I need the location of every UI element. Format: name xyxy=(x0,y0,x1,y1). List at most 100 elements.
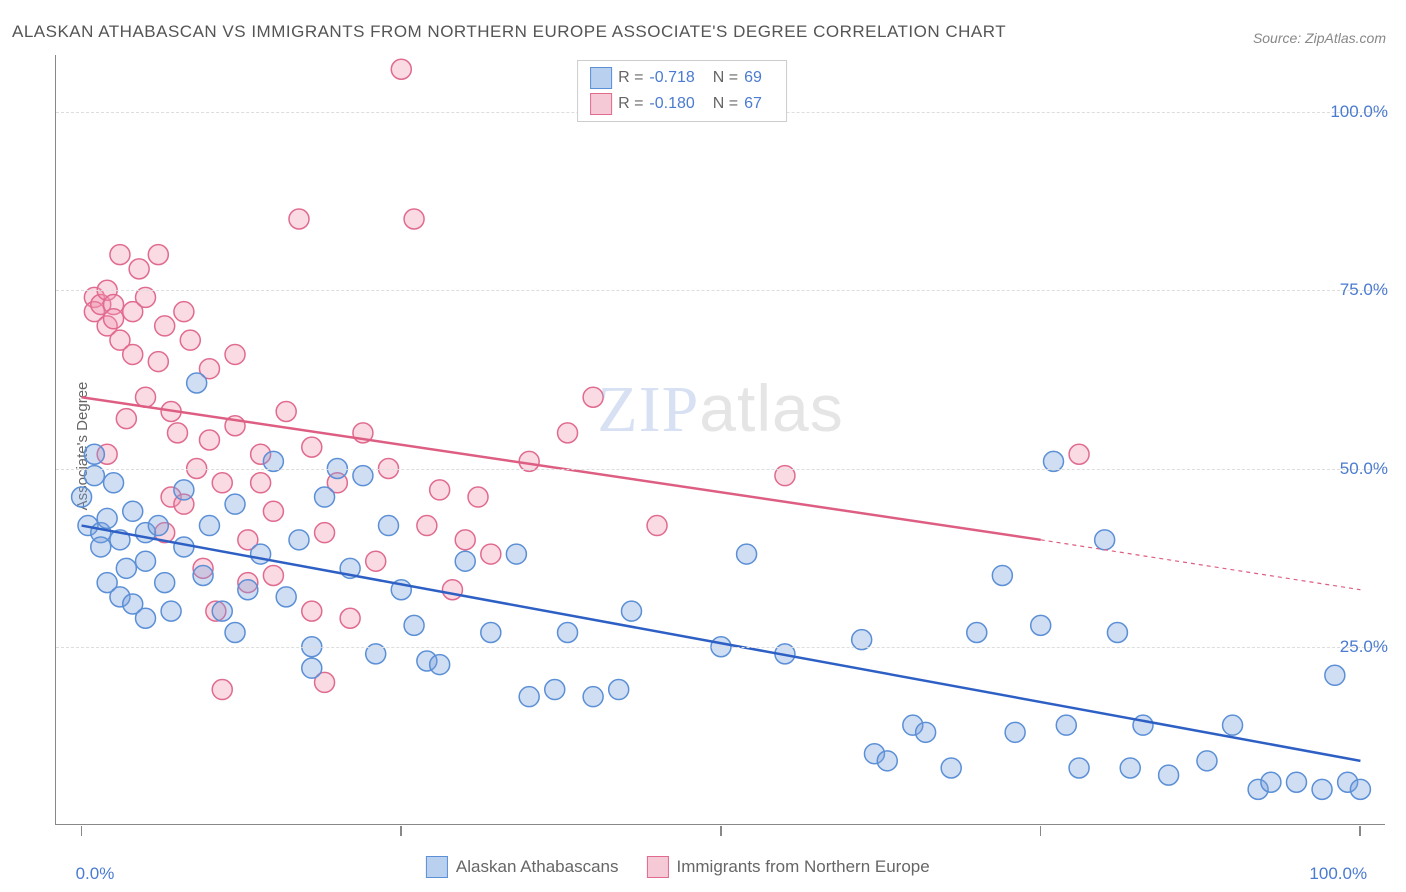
scatter-point xyxy=(417,516,437,536)
scatter-point xyxy=(1133,715,1153,735)
x-tick-mark xyxy=(1040,826,1042,836)
scatter-point xyxy=(148,516,168,536)
scatter-point xyxy=(404,209,424,229)
x-tick-label: 100.0% xyxy=(1309,864,1367,884)
scatter-point xyxy=(430,480,450,500)
legend-series-item: Immigrants from Northern Europe xyxy=(646,856,929,878)
scatter-point xyxy=(366,551,386,571)
scatter-point xyxy=(174,537,194,557)
scatter-point xyxy=(212,680,232,700)
scatter-point xyxy=(97,508,117,528)
legend-swatch-icon xyxy=(646,856,668,878)
scatter-point xyxy=(315,487,335,507)
scatter-point xyxy=(379,516,399,536)
y-tick-label: 100.0% xyxy=(1330,102,1388,122)
stat-r-label: R = xyxy=(618,95,643,113)
scatter-point xyxy=(992,565,1012,585)
scatter-point xyxy=(289,530,309,550)
scatter-point xyxy=(289,209,309,229)
scatter-point xyxy=(263,565,283,585)
legend-swatch-icon xyxy=(590,93,612,115)
scatter-point xyxy=(1223,715,1243,735)
stat-n-value: 67 xyxy=(744,95,762,113)
scatter-point xyxy=(129,259,149,279)
stat-r-label: R = xyxy=(618,69,643,87)
scatter-point xyxy=(225,494,245,514)
stat-n-value: 69 xyxy=(744,69,762,87)
legend-series-label: Alaskan Athabascans xyxy=(456,857,619,877)
scatter-point xyxy=(315,523,335,543)
scatter-point xyxy=(647,516,667,536)
scatter-point xyxy=(1095,530,1115,550)
scatter-point xyxy=(941,758,961,778)
y-tick-label: 50.0% xyxy=(1340,459,1388,479)
source-name: ZipAtlas.com xyxy=(1305,30,1386,46)
scatter-point xyxy=(519,687,539,707)
scatter-point xyxy=(84,444,104,464)
scatter-point xyxy=(1056,715,1076,735)
scatter-point xyxy=(1350,779,1370,799)
scatter-point xyxy=(455,530,475,550)
scatter-point xyxy=(72,487,92,507)
stat-n-label: N = xyxy=(713,69,738,87)
grid-line xyxy=(56,290,1385,291)
scatter-point xyxy=(199,430,219,450)
legend-swatch-icon xyxy=(590,67,612,89)
scatter-point xyxy=(187,373,207,393)
x-tick-mark xyxy=(1359,826,1361,836)
scatter-point xyxy=(481,544,501,564)
scatter-point xyxy=(123,501,143,521)
scatter-point xyxy=(199,516,219,536)
plot-svg xyxy=(56,55,1385,824)
scatter-point xyxy=(238,580,258,600)
scatter-point xyxy=(481,623,501,643)
scatter-point xyxy=(545,680,565,700)
scatter-point xyxy=(1120,758,1140,778)
scatter-point xyxy=(1069,758,1089,778)
scatter-point xyxy=(583,387,603,407)
x-tick-mark xyxy=(400,826,402,836)
scatter-point xyxy=(558,423,578,443)
scatter-point xyxy=(225,623,245,643)
chart-title: ALASKAN ATHABASCAN VS IMMIGRANTS FROM NO… xyxy=(12,22,1006,42)
scatter-point xyxy=(1261,772,1281,792)
scatter-point xyxy=(167,423,187,443)
scatter-point xyxy=(263,501,283,521)
scatter-point xyxy=(155,573,175,593)
x-tick-mark xyxy=(720,826,722,836)
scatter-point xyxy=(737,544,757,564)
scatter-point xyxy=(621,601,641,621)
scatter-point xyxy=(558,623,578,643)
scatter-point xyxy=(583,687,603,707)
scatter-point xyxy=(174,302,194,322)
scatter-point xyxy=(276,587,296,607)
scatter-point xyxy=(123,344,143,364)
x-tick-mark xyxy=(81,826,83,836)
legend-stat-row: R = -0.718 N = 69 xyxy=(590,65,774,91)
scatter-point xyxy=(1312,779,1332,799)
scatter-point xyxy=(104,473,124,493)
legend-stat-row: R =-0.180N =67 xyxy=(590,91,774,117)
source-attribution: Source: ZipAtlas.com xyxy=(1253,30,1386,46)
scatter-point xyxy=(468,487,488,507)
scatter-point xyxy=(1197,751,1217,771)
scatter-point xyxy=(91,537,111,557)
legend-series-label: Immigrants from Northern Europe xyxy=(676,857,929,877)
scatter-point xyxy=(161,601,181,621)
scatter-point xyxy=(136,551,156,571)
trend-line-extrapolated xyxy=(1041,540,1361,590)
scatter-point xyxy=(116,558,136,578)
scatter-point xyxy=(225,344,245,364)
scatter-point xyxy=(916,722,936,742)
scatter-point xyxy=(442,580,462,600)
trend-line xyxy=(82,526,1361,761)
scatter-point xyxy=(174,480,194,500)
scatter-point xyxy=(110,245,130,265)
plot-area: ZIPatlas xyxy=(55,55,1385,825)
scatter-point xyxy=(212,601,232,621)
scatter-point xyxy=(251,544,271,564)
stat-r-value: -0.718 xyxy=(649,69,694,87)
grid-line xyxy=(56,469,1385,470)
scatter-point xyxy=(116,409,136,429)
scatter-point xyxy=(212,473,232,493)
